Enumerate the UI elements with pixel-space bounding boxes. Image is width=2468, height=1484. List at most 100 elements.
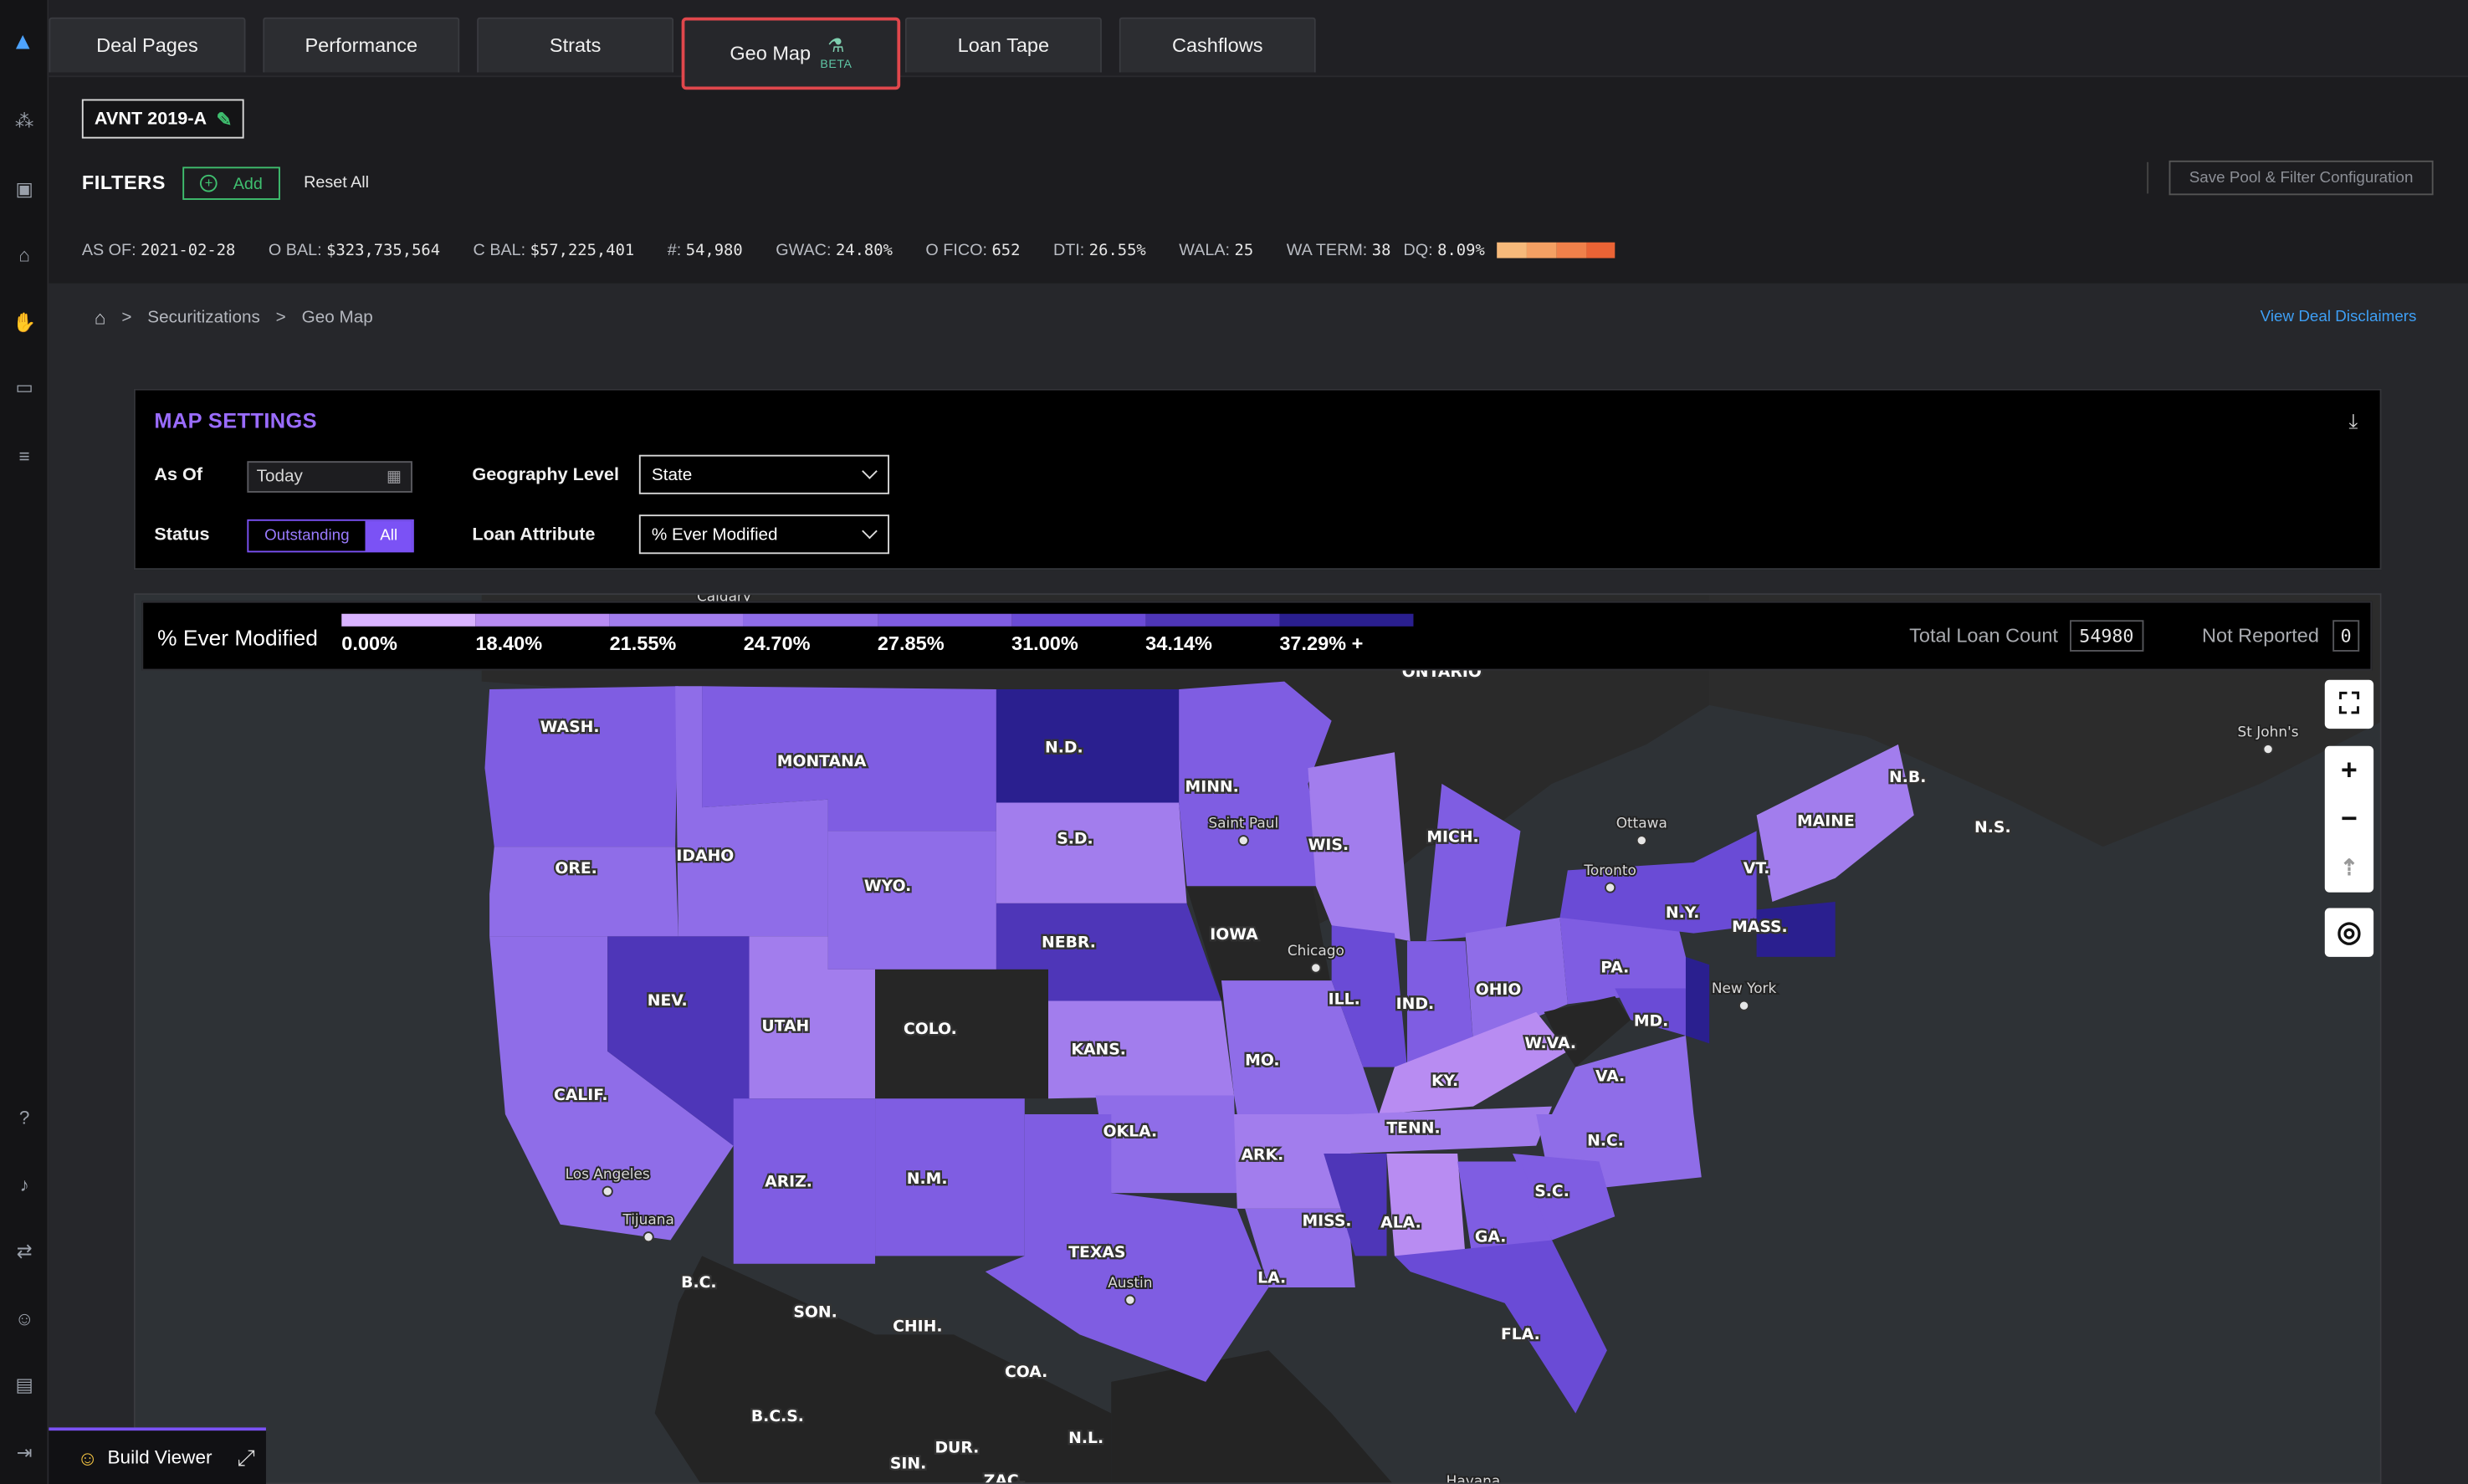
transfer-icon[interactable]: ⇄ bbox=[16, 1240, 33, 1262]
tab-deal-pages[interactable]: Deal Pages bbox=[49, 17, 246, 73]
breadcrumb-separator: > bbox=[121, 308, 132, 328]
geography-level-select[interactable]: State bbox=[638, 454, 889, 494]
chevron-down-icon bbox=[862, 463, 878, 479]
state-montana[interactable] bbox=[702, 686, 996, 832]
network-icon[interactable]: ⁂ bbox=[14, 110, 34, 133]
breadcrumb-securitizations[interactable]: Securitizations bbox=[147, 308, 260, 328]
state-la[interactable] bbox=[1245, 1208, 1355, 1287]
tab-cashflows[interactable]: Cashflows bbox=[1119, 17, 1316, 73]
state-nj[interactable] bbox=[1685, 956, 1710, 1044]
state-nebr[interactable] bbox=[996, 903, 1221, 1001]
status-outstanding-option[interactable]: Outstanding bbox=[264, 527, 350, 545]
state-ore[interactable] bbox=[489, 847, 678, 937]
deal-name-chip[interactable]: AVNT 2019-A ✎ bbox=[81, 99, 245, 139]
state-texas[interactable] bbox=[985, 1114, 1269, 1382]
tab-loan-tape[interactable]: Loan Tape bbox=[904, 17, 1102, 73]
state-ariz[interactable] bbox=[733, 1098, 876, 1264]
dq-bar-segment bbox=[1526, 243, 1557, 258]
state-ark[interactable] bbox=[1234, 1114, 1355, 1209]
tab-geo-map[interactable]: Geo Map ⚗ BETA bbox=[681, 17, 901, 90]
state-ny[interactable] bbox=[1559, 831, 1757, 934]
state-ohio[interactable] bbox=[1465, 917, 1568, 1044]
state-wis[interactable] bbox=[1308, 752, 1411, 942]
hand-coins-icon[interactable]: ✋ bbox=[13, 311, 37, 334]
state-calif[interactable] bbox=[489, 936, 734, 1241]
state-sd[interactable] bbox=[996, 802, 1187, 903]
state-nd[interactable] bbox=[996, 689, 1180, 803]
state-va[interactable] bbox=[1552, 1035, 1694, 1115]
state-md[interactable] bbox=[1615, 988, 1686, 1036]
expand-icon[interactable]: ⤢ bbox=[237, 1444, 255, 1470]
geo-map[interactable]: WASH. MONTANA N.D. MINN. S.D. ORE. IDAHO WYO. WI… bbox=[133, 593, 2382, 1484]
locate-control[interactable]: ◎ bbox=[2324, 908, 2374, 957]
state-utah[interactable] bbox=[749, 936, 876, 1099]
edit-pencil-icon[interactable]: ✎ bbox=[216, 107, 233, 130]
smiley-icon: ☺ bbox=[77, 1446, 99, 1470]
as-of-date-input[interactable]: Today ▦ bbox=[247, 461, 412, 493]
state-sc[interactable] bbox=[1513, 1154, 1615, 1241]
state-miss[interactable] bbox=[1324, 1154, 1387, 1256]
help-icon[interactable]: ? bbox=[18, 1106, 30, 1128]
state-pa[interactable] bbox=[1559, 917, 1694, 1005]
status-label: Status bbox=[154, 525, 210, 545]
locate-icon[interactable]: ◎ bbox=[2337, 915, 2362, 948]
us-state-map[interactable]: WASH. MONTANA N.D. MINN. S.D. ORE. IDAHO WYO. WI… bbox=[135, 595, 2382, 1484]
legend-color-swatch bbox=[475, 613, 610, 627]
status-toggle[interactable]: Outstanding All bbox=[247, 519, 414, 553]
state-ny-ct[interactable] bbox=[1756, 902, 1836, 957]
state-maine[interactable] bbox=[1756, 744, 1914, 903]
fullscreen-control[interactable]: ⛶ bbox=[2324, 679, 2374, 729]
state-fla[interactable] bbox=[1394, 1240, 1607, 1414]
zoom-in-icon[interactable]: + bbox=[2341, 754, 2358, 785]
save-pool-button[interactable]: Save Pool & Filter Configuration bbox=[2168, 160, 2434, 196]
tab-strats[interactable]: Strats bbox=[477, 17, 674, 73]
app-logo-icon[interactable]: ▲ bbox=[11, 28, 35, 55]
database-icon[interactable]: ≡ bbox=[18, 445, 30, 468]
view-disclaimers-link[interactable]: View Deal Disclaimers bbox=[2260, 308, 2417, 326]
state-colo[interactable] bbox=[875, 969, 1048, 1099]
state-ind[interactable] bbox=[1406, 941, 1473, 1067]
state-nev[interactable] bbox=[607, 936, 750, 1154]
state-kans[interactable] bbox=[1047, 1000, 1235, 1099]
bank-icon[interactable]: ⌂ bbox=[18, 243, 30, 266]
state-tenn[interactable] bbox=[1347, 1106, 1553, 1154]
map-settings-panel: MAP SETTINGS ⤓ As Of Today ▦ Status Outst… bbox=[133, 388, 2382, 571]
table-icon[interactable]: ▤ bbox=[15, 1374, 33, 1396]
state-wyo[interactable] bbox=[827, 831, 996, 970]
bell-icon[interactable]: ♪ bbox=[19, 1174, 29, 1196]
city-label: Austin bbox=[1108, 1274, 1152, 1291]
download-icon[interactable]: ⤓ bbox=[2348, 409, 2358, 433]
build-viewer-button[interactable]: ☺ Build Viewer ⤢ bbox=[49, 1427, 266, 1484]
state-ala[interactable] bbox=[1386, 1154, 1466, 1256]
state-iowa[interactable] bbox=[1186, 888, 1332, 1001]
state-wash[interactable] bbox=[484, 686, 678, 847]
tab-performance[interactable]: Performance bbox=[263, 17, 460, 73]
state-ky[interactable] bbox=[1379, 1011, 1568, 1115]
state-idaho[interactable] bbox=[675, 686, 828, 937]
state-ga[interactable] bbox=[1457, 1161, 1553, 1264]
state-okla[interactable] bbox=[1095, 1095, 1237, 1194]
dq-bar-segment bbox=[1556, 243, 1586, 258]
status-all-option[interactable]: All bbox=[365, 520, 412, 551]
logout-icon[interactable]: ⇥ bbox=[16, 1441, 33, 1464]
state-ill[interactable] bbox=[1331, 925, 1407, 1067]
compass-icon[interactable]: ⇡ bbox=[2339, 854, 2358, 880]
state-nm[interactable] bbox=[875, 1098, 1025, 1256]
calendar-icon[interactable]: ▦ bbox=[386, 468, 402, 486]
state-minn[interactable] bbox=[1179, 681, 1332, 887]
geography-level-label: Geography Level bbox=[472, 465, 619, 485]
fullscreen-icon[interactable]: ⛶ bbox=[2339, 688, 2359, 719]
home-icon[interactable]: ⌂ bbox=[94, 306, 106, 330]
state-mo[interactable] bbox=[1221, 980, 1380, 1115]
stat-count: #: 54,980 bbox=[668, 241, 743, 260]
state-wva[interactable] bbox=[1544, 995, 1631, 1067]
loan-attribute-select[interactable]: % Ever Modified bbox=[638, 514, 889, 555]
reset-all-button[interactable]: Reset All bbox=[304, 172, 370, 192]
zoom-out-icon[interactable]: − bbox=[2341, 802, 2358, 835]
add-filter-button[interactable]: + Add bbox=[182, 166, 280, 200]
stat-key: #: bbox=[667, 240, 682, 260]
money-icon[interactable]: ▭ bbox=[15, 376, 33, 398]
state-mich[interactable] bbox=[1426, 783, 1521, 942]
briefcase-icon[interactable]: ▣ bbox=[15, 177, 33, 200]
user-group-icon[interactable]: ☺ bbox=[14, 1307, 34, 1330]
